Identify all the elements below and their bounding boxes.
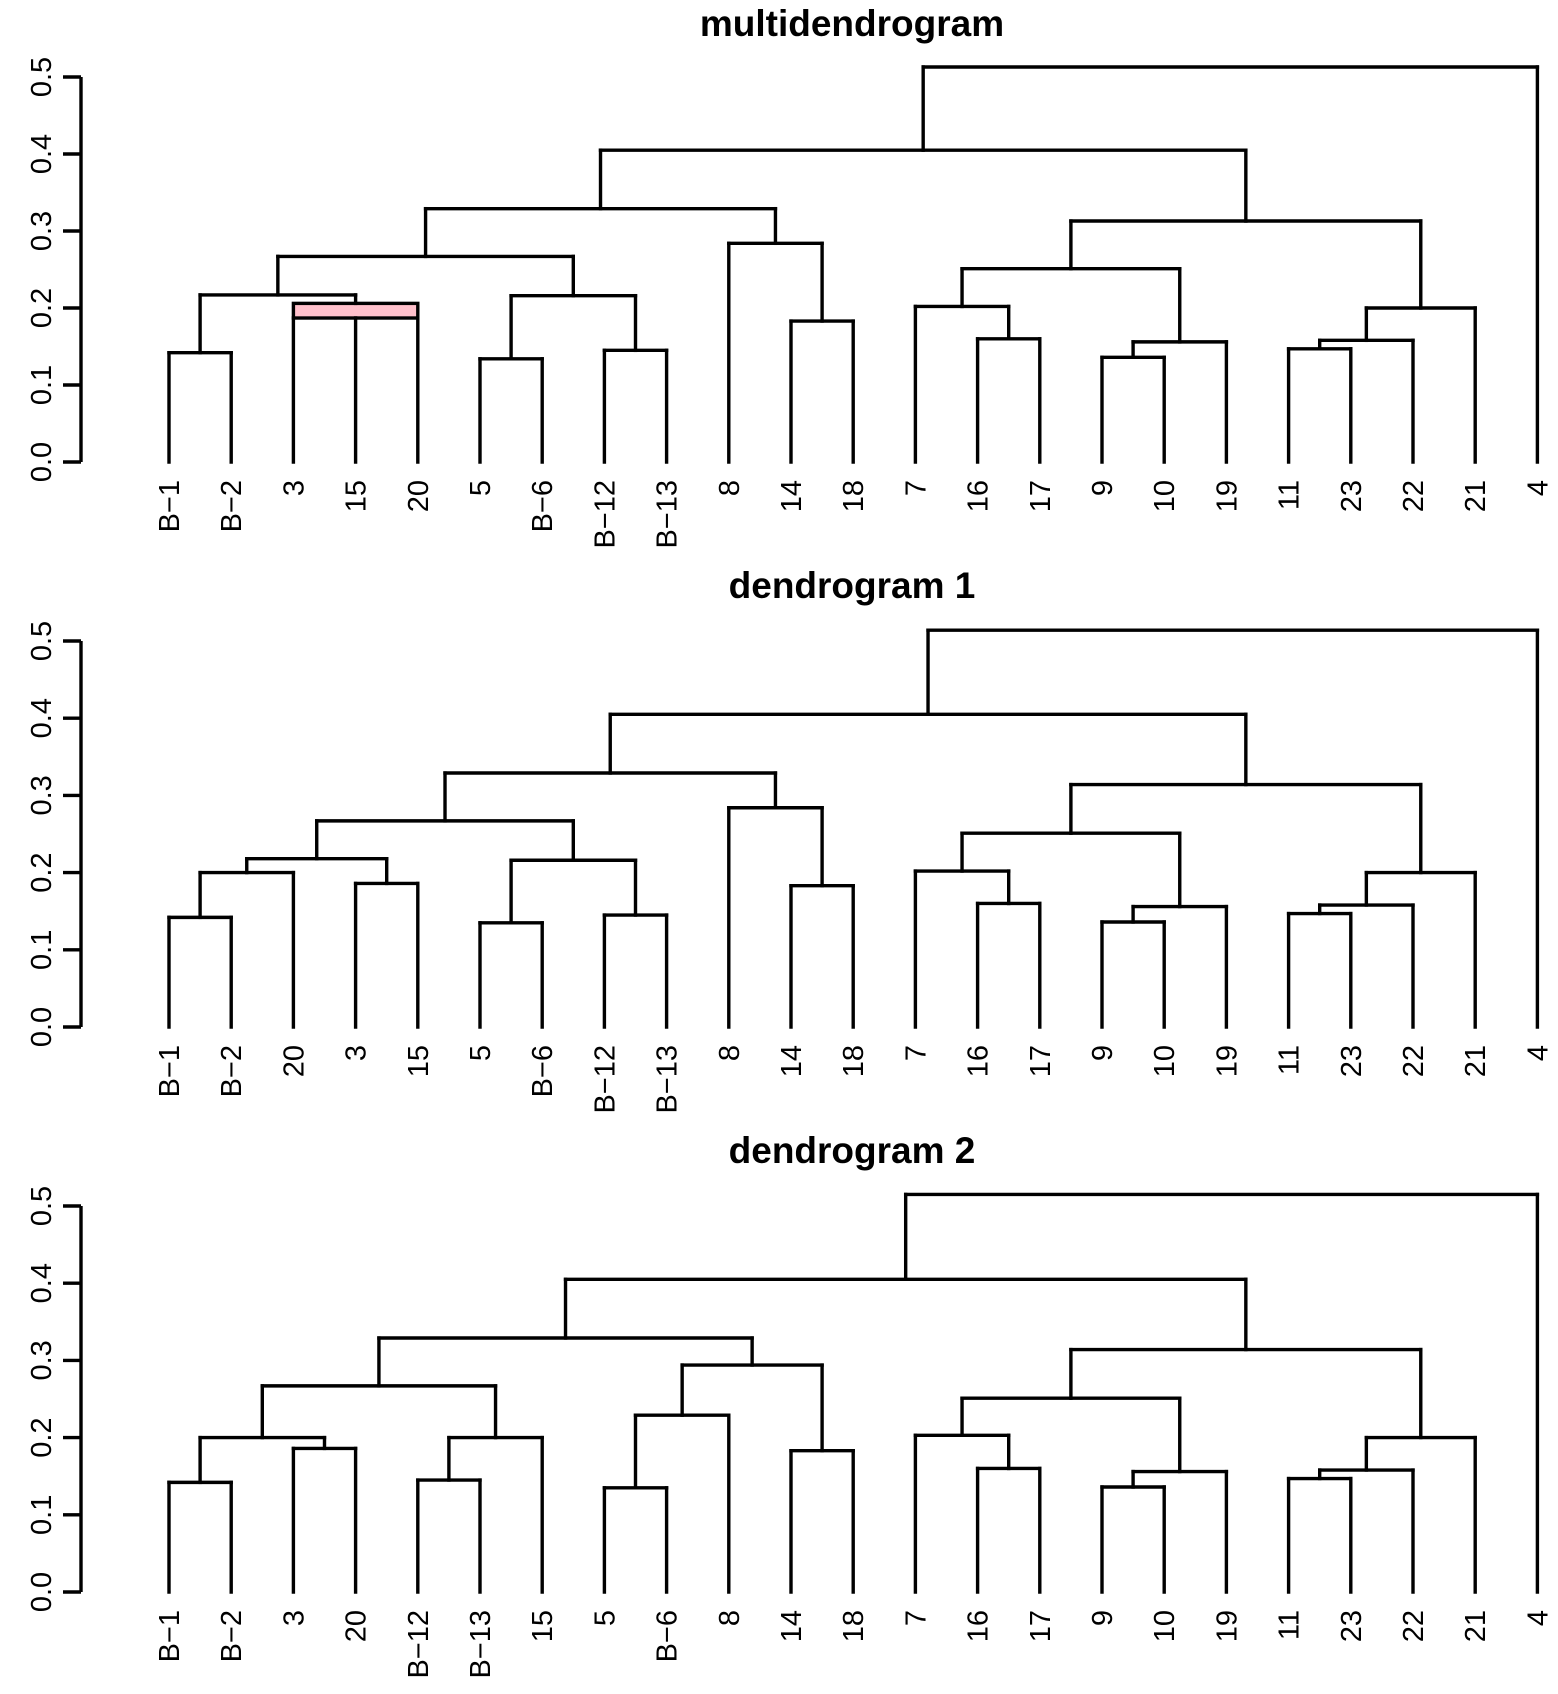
- leaf-label: B−12: [403, 1610, 435, 1679]
- chart-title: dendrogram 2: [729, 1130, 976, 1171]
- leaf-label: 17: [1025, 1610, 1057, 1642]
- merge-band: [291, 301, 420, 320]
- leaf-label: 18: [838, 1610, 870, 1642]
- leaf-label: 15: [527, 1610, 559, 1642]
- leaf-label: 15: [341, 480, 373, 512]
- y-tick-label: 0.2: [26, 1417, 58, 1457]
- leaf-label: B−6: [652, 1610, 684, 1662]
- y-tick-label: 0.3: [26, 775, 58, 815]
- leaf-label: 10: [1149, 1610, 1181, 1642]
- y-tick-label: 0.4: [26, 698, 58, 738]
- leaf-label: 4: [1522, 480, 1554, 496]
- leaf-label: 3: [341, 1045, 373, 1061]
- y-tick-label: 0.4: [26, 134, 58, 174]
- leaf-label: 5: [465, 1045, 497, 1061]
- y-axis: 0.0 0.1 0.2 0.3 0.4 0.5: [26, 1186, 83, 1612]
- leaf-label: 7: [900, 1610, 932, 1626]
- leaf-label: 10: [1149, 480, 1181, 512]
- y-tick-label: 0.5: [26, 1186, 58, 1226]
- leaf-label: 23: [1336, 1045, 1368, 1077]
- leaf-label: 11: [1274, 480, 1306, 510]
- y-tick-label: 0.4: [26, 1263, 58, 1303]
- leaf-label: 9: [1087, 1610, 1119, 1626]
- leaf-label: 11: [1274, 1610, 1306, 1640]
- leaf-label: B−2: [216, 480, 248, 532]
- leaf-label: 22: [1398, 1610, 1430, 1642]
- leaf-label: B−1: [154, 1610, 186, 1662]
- y-tick-label: 0.1: [26, 365, 58, 405]
- leaf-label: 3: [278, 1610, 310, 1626]
- leaf-label: 19: [1211, 1045, 1243, 1077]
- leaf-label: B−2: [216, 1610, 248, 1662]
- y-tick-label: 0.2: [26, 288, 58, 328]
- leaf-label: 18: [838, 480, 870, 512]
- leaf-label: 19: [1211, 480, 1243, 512]
- leaf-label: B−12: [589, 1045, 621, 1114]
- leaf-label: B−1: [154, 1045, 186, 1097]
- leaf-label: 21: [1460, 1045, 1492, 1077]
- leaf-label: 14: [776, 1045, 808, 1077]
- dendrogram-panel-2: dendrogram 1 0.0 0.1 0.2 0.3 0.4 0.5 B−1 B−2 20 3 1…: [26, 565, 1554, 1114]
- leaf-label: 8: [714, 1610, 746, 1626]
- leaf-label: 21: [1460, 480, 1492, 512]
- leaf-label: 20: [341, 1610, 373, 1642]
- y-tick-label: 0.3: [26, 1340, 58, 1380]
- y-tick-label: 0.2: [26, 852, 58, 892]
- leaf-label: 9: [1087, 1045, 1119, 1061]
- leaf-label: B−1: [154, 480, 186, 532]
- y-tick-label: 0.5: [26, 57, 58, 97]
- chart-title: multidendrogram: [700, 3, 1004, 44]
- leaf-label: 17: [1025, 1045, 1057, 1077]
- dendrogram-panel-1: multidendrogram 0.0 0.1 0.2 0.3 0.4 0.5 B−1 B−2 3…: [26, 3, 1554, 549]
- leaf-label: 16: [963, 1045, 995, 1077]
- leaf-label: 4: [1522, 1610, 1554, 1626]
- y-axis: 0.0 0.1 0.2 0.3 0.4 0.5: [26, 57, 83, 482]
- leaf-label: 10: [1149, 1045, 1181, 1077]
- leaf-label: 21: [1460, 1610, 1492, 1642]
- leaf-label: 22: [1398, 480, 1430, 512]
- leaf-label: 5: [589, 1610, 621, 1626]
- leaf-label: B−13: [652, 480, 684, 549]
- leaf-label: 7: [900, 1045, 932, 1061]
- y-tick-label: 0.1: [26, 1495, 58, 1535]
- y-tick-label: 0.5: [26, 621, 58, 661]
- leaf-label: 16: [963, 480, 995, 512]
- leaf-label: 23: [1336, 480, 1368, 512]
- leaf-label: B−2: [216, 1045, 248, 1097]
- y-tick-label: 0.0: [26, 1572, 58, 1612]
- dendrogram-panel-3: dendrogram 2 0.0 0.1 0.2 0.3 0.4 0.5 B−1 B−2 3 20 B…: [26, 1130, 1554, 1679]
- chart-title: dendrogram 1: [729, 565, 976, 606]
- leaf-label: B−12: [589, 480, 621, 549]
- leaf-label: B−6: [527, 1045, 559, 1097]
- leaf-label: 3: [278, 480, 310, 496]
- leaf-label: 17: [1025, 480, 1057, 512]
- leaf-label: 18: [838, 1045, 870, 1077]
- leaf-label: B−6: [527, 480, 559, 532]
- leaf-label: 9: [1087, 480, 1119, 496]
- leaf-label: 8: [714, 480, 746, 496]
- y-axis: 0.0 0.1 0.2 0.3 0.4 0.5: [26, 621, 83, 1047]
- y-tick-label: 0.1: [26, 930, 58, 970]
- y-tick-label: 0.3: [26, 211, 58, 251]
- leaf-label: 22: [1398, 1045, 1430, 1077]
- leaf-label: 19: [1211, 1610, 1243, 1642]
- leaf-label: 14: [776, 480, 808, 512]
- leaf-label: 15: [403, 1045, 435, 1077]
- leaf-label: 4: [1522, 1045, 1554, 1061]
- leaf-label: 8: [714, 1045, 746, 1061]
- y-tick-label: 0.0: [26, 442, 58, 482]
- leaf-label: 5: [465, 480, 497, 496]
- leaf-label: 23: [1336, 1610, 1368, 1642]
- leaf-label: 20: [278, 1045, 310, 1077]
- leaf-label: 7: [900, 480, 932, 496]
- leaf-label: B−13: [652, 1045, 684, 1114]
- leaf-label: B−13: [465, 1610, 497, 1679]
- leaf-label: 14: [776, 1610, 808, 1642]
- leaf-label: 11: [1274, 1045, 1306, 1075]
- leaf-label: 20: [403, 480, 435, 512]
- leaf-label: 16: [963, 1610, 995, 1642]
- y-tick-label: 0.0: [26, 1007, 58, 1047]
